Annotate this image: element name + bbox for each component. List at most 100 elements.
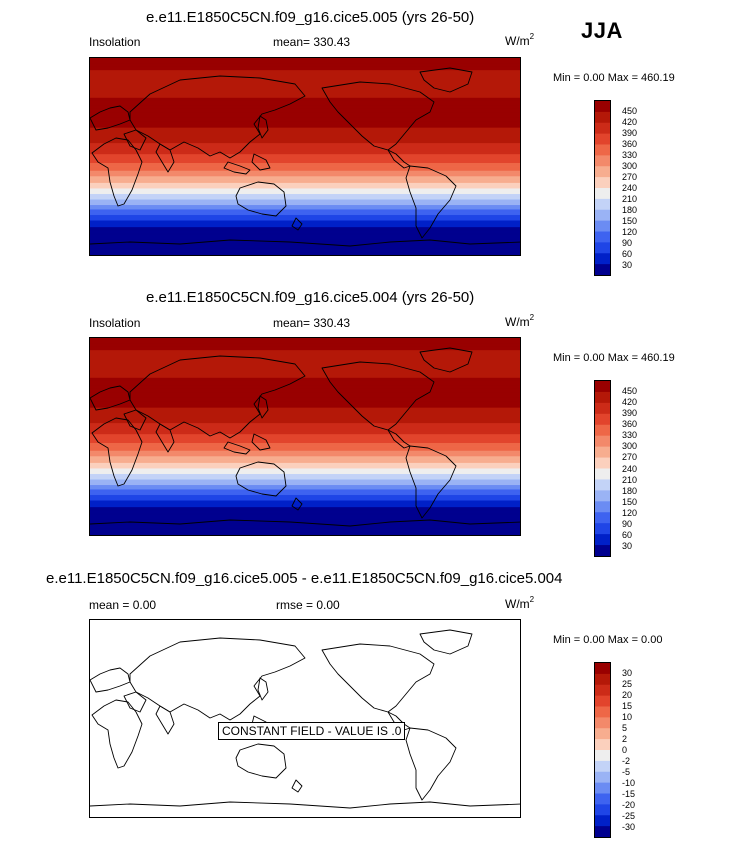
field-band	[90, 182, 520, 185]
field-band	[90, 361, 520, 363]
coastline	[291, 497, 303, 511]
field-band	[90, 482, 520, 485]
field-band	[90, 218, 520, 220]
colorbar-tick-label: 180	[622, 485, 638, 496]
panel3-minmax: Min = 0.00 Max = 0.00	[553, 634, 663, 646]
field-band	[90, 201, 520, 204]
field-band	[90, 93, 520, 95]
colorbar-swatch	[595, 177, 610, 189]
field-band	[90, 180, 520, 183]
colorbar-tick-label: 30	[622, 540, 633, 551]
panel3-map	[89, 619, 521, 818]
coastline	[91, 137, 143, 207]
field-band	[90, 114, 520, 116]
panel1-map	[89, 57, 521, 256]
field-band	[90, 187, 520, 189]
field-band	[90, 88, 520, 91]
colorbar-tick-label: -30	[622, 822, 636, 832]
field-band	[90, 416, 520, 419]
field-band	[90, 498, 520, 500]
field-band	[90, 221, 520, 224]
field-band	[90, 74, 520, 77]
colorbar-swatch	[595, 663, 610, 675]
field-band	[90, 444, 520, 446]
panel3-mean-label: mean = 0.00	[89, 598, 157, 612]
colorbar-swatch	[595, 534, 610, 546]
field-band	[90, 455, 520, 457]
coastline	[321, 361, 435, 431]
field-band	[90, 344, 520, 347]
coastline	[419, 629, 473, 655]
field-band	[90, 496, 520, 498]
field-band	[90, 447, 520, 450]
field-band	[90, 139, 520, 142]
field-band	[90, 216, 520, 218]
field-band	[90, 396, 520, 399]
colorbar-tick-label: 210	[622, 194, 638, 204]
colorbar-swatch	[595, 111, 610, 124]
field-band	[90, 470, 520, 473]
field-band	[90, 196, 520, 198]
panel2-variable-label: Insolation	[89, 316, 141, 330]
field-band	[90, 491, 520, 494]
field-band	[90, 87, 520, 90]
field-band	[90, 392, 520, 394]
colorbar-tick-label: 450	[622, 106, 638, 116]
field-band	[90, 366, 520, 369]
field-band	[90, 467, 520, 469]
field-band	[90, 401, 520, 403]
field-band	[90, 476, 520, 478]
colorbar-swatch	[595, 209, 610, 222]
colorbar-swatch	[595, 435, 610, 448]
panel1-colorbar	[594, 100, 611, 276]
colorbar-tick-label: 390	[622, 408, 638, 419]
field-band	[90, 69, 520, 71]
field-band	[90, 529, 520, 531]
field-band	[90, 129, 520, 132]
field-band	[90, 77, 520, 80]
field-band	[90, 169, 520, 172]
field-band	[90, 395, 520, 398]
field-band	[90, 103, 520, 105]
coastline	[235, 181, 287, 217]
field-band	[90, 85, 520, 88]
field-band	[90, 359, 520, 361]
field-band	[90, 534, 520, 535]
field-band	[90, 109, 520, 112]
field-band	[90, 136, 520, 139]
field-band	[90, 184, 520, 186]
coastline	[405, 727, 457, 801]
field-band	[90, 190, 520, 193]
panel2-colorbar	[594, 380, 611, 557]
colorbar-tick-label: 2	[622, 734, 628, 744]
field-band	[90, 527, 520, 529]
field-band	[90, 245, 520, 248]
field-band	[90, 424, 520, 426]
field-band	[90, 530, 520, 532]
field-band	[90, 459, 520, 462]
field-band	[90, 79, 520, 81]
colorbar-swatch	[595, 760, 610, 773]
coastline	[90, 385, 131, 411]
colorbar-swatch	[595, 695, 610, 707]
field-band	[90, 428, 520, 431]
colorbar-tick-label: 30	[622, 260, 633, 270]
coastline	[155, 143, 175, 173]
colorbar-tick-label: 330	[622, 430, 638, 441]
colorbar-tick-label: 390	[622, 128, 638, 138]
field-band	[90, 214, 520, 217]
field-band	[90, 387, 520, 390]
field-band	[90, 73, 520, 76]
field-band	[90, 485, 520, 487]
field-band	[90, 101, 520, 103]
colorbar-swatch	[595, 523, 610, 535]
field-band	[90, 186, 520, 188]
field-band	[90, 386, 520, 389]
field-band	[90, 178, 520, 181]
panel1-field	[90, 58, 520, 255]
panel2-field	[90, 338, 520, 535]
field-band	[90, 195, 520, 197]
panel2-minmax: Min = 0.00 Max = 460.19	[553, 352, 675, 364]
field-band	[90, 61, 520, 63]
colorbar-swatch	[595, 264, 610, 275]
